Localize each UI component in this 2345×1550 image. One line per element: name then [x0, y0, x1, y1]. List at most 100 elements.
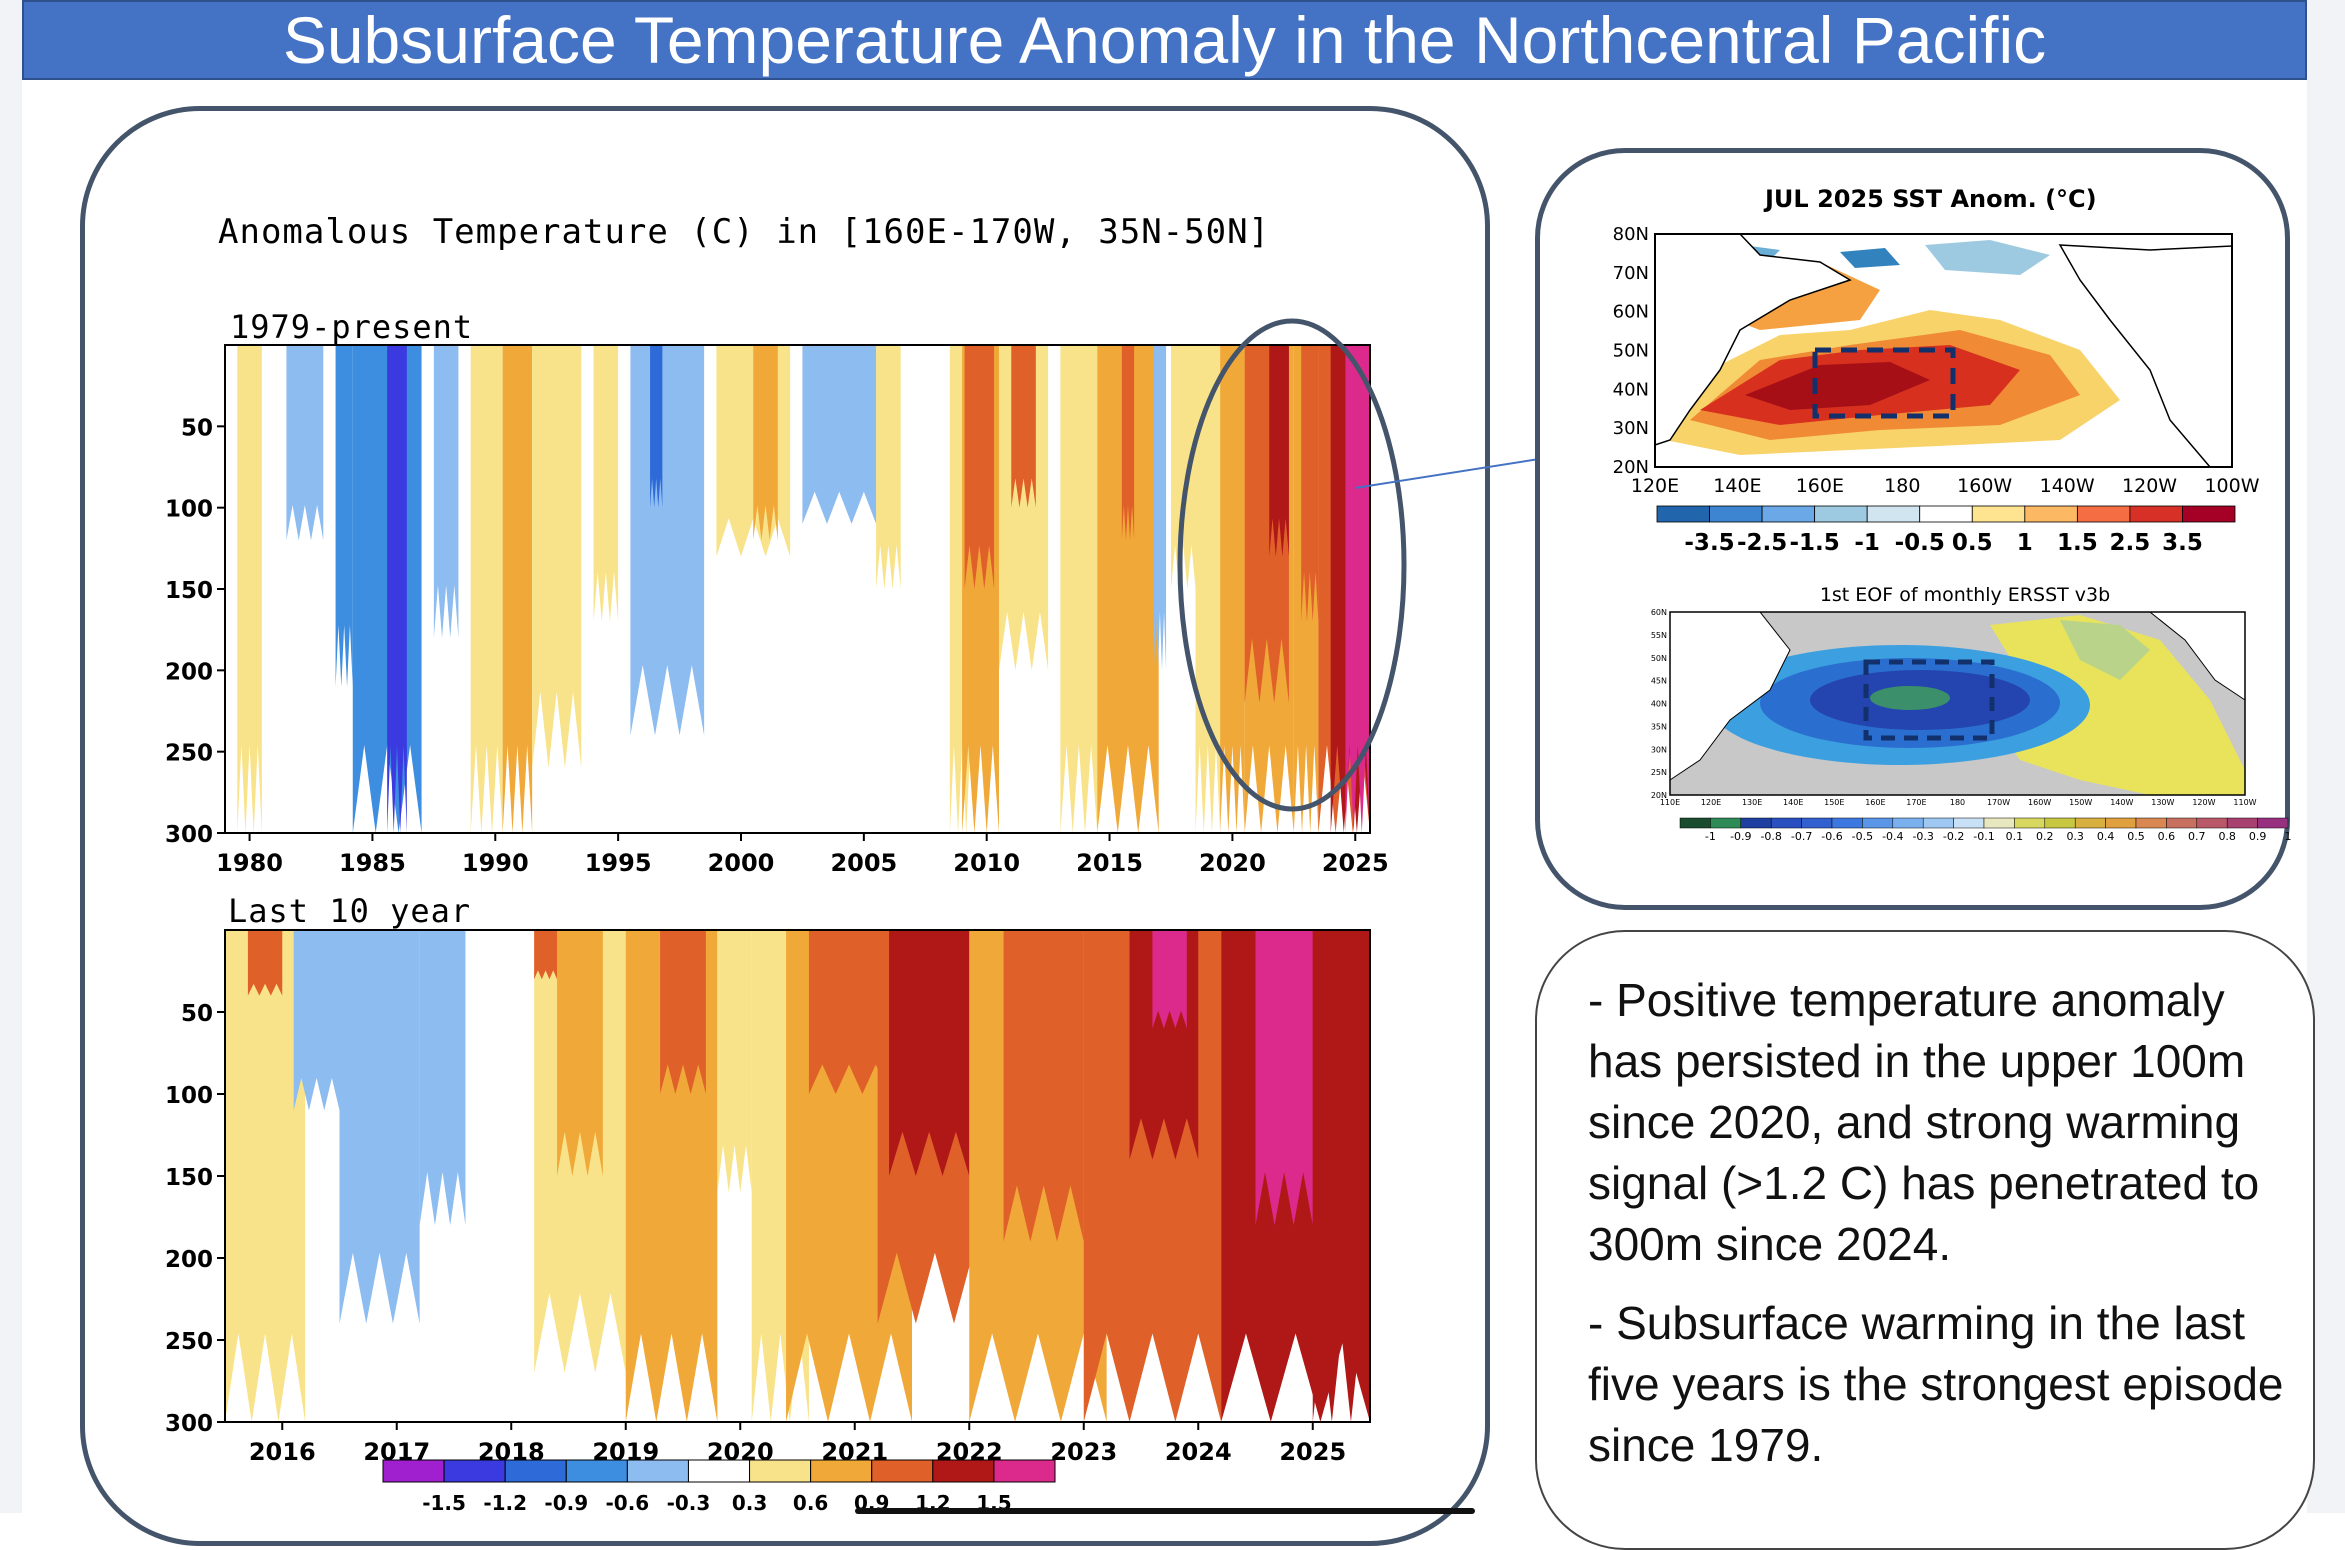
panel-1-episode — [387, 345, 407, 833]
sst-colorbar-label: -1 — [1854, 530, 1880, 556]
eof-colorbar-swatch — [2166, 817, 2198, 829]
panel-1-episode — [1097, 345, 1159, 833]
panel-1-episode — [335, 345, 353, 687]
sst-map-xtick-label: 160E — [1796, 475, 1844, 497]
panel-1-episode — [802, 345, 877, 524]
colorbar-label: -0.3 — [667, 1491, 711, 1513]
panel-1-episode — [630, 345, 705, 736]
sst-colorbar-label: 1 — [2017, 530, 2033, 556]
panel-1-xtick-label: 2020 — [1199, 849, 1266, 877]
eof-colorbar-label: -0.4 — [1882, 830, 1903, 843]
sst-colorbar-label: 3.5 — [2162, 530, 2203, 556]
panel-1-xtick-label: 2025 — [1322, 849, 1389, 877]
sst-colorbar-label: 1.5 — [2057, 530, 2098, 556]
eof-colorbar-swatch — [1953, 817, 1985, 829]
panel-2-episode — [534, 930, 558, 980]
chart-title: Anomalous Temperature (C) in [160E-170W,… — [218, 212, 1271, 252]
panel-2-xtick-label: 2025 — [1279, 1438, 1346, 1466]
eof-colorbar-label: 0.5 — [2127, 830, 2145, 843]
panel-1-label: 1979-present — [230, 308, 474, 346]
panel-2-colorbar: -1.5 -1.2 -0.9 -0.6 -0.3 0.3 0.6 0.9 1.2 1.5 — [382, 1459, 1056, 1513]
panel-2-episode — [557, 930, 603, 1176]
eof-colorbar-swatch — [2135, 817, 2167, 829]
eof-colorbar-swatch — [2226, 817, 2258, 829]
panel-2-episode — [247, 930, 283, 996]
eof-map-xtick-label: 160E — [1865, 798, 1885, 807]
eof-map-xtick-label: 180 — [1950, 798, 1965, 807]
eof-colorbar-label: 0.2 — [2036, 830, 2054, 843]
panel-2-episode — [419, 930, 466, 1226]
panel-2-episode — [225, 930, 306, 1422]
sst-map-xtick-label: 120E — [1631, 475, 1679, 497]
sst-map-xtick-label: 120W — [2122, 475, 2177, 497]
eof-colorbar-swatch — [1983, 817, 2015, 829]
panel-1-ytick-label: 150 — [165, 578, 213, 604]
panel-1-episode — [650, 345, 663, 508]
slide-title: Subsurface Temperature Anomaly in the No… — [22, 0, 2307, 80]
panel-2-ytick-label: 100 — [165, 1083, 213, 1109]
panel-2-episode — [293, 930, 340, 1111]
eof-map-ytick-label: 25N — [1651, 768, 1667, 777]
panel-2-episode — [660, 930, 706, 1094]
panel-2-xtick-label: 2023 — [1050, 1438, 1117, 1466]
eof-map-xtick-label: 150E — [1824, 798, 1844, 807]
eof-colorbar-label: -0.2 — [1943, 830, 1964, 843]
sst-colorbar-label: -3.5 — [1684, 530, 1734, 556]
sst-map-ytick-label: 20N — [1613, 457, 1649, 478]
eof-map-xtick-label: 130W — [2151, 798, 2174, 807]
panel-1-episode — [593, 345, 619, 622]
panel-2-episode — [717, 930, 752, 1193]
eof-positive-region — [1990, 615, 2245, 795]
eof-extreme-core — [1870, 686, 1950, 710]
eof-colorbar-swatch — [1801, 817, 1833, 829]
colorbar-label: -0.9 — [544, 1491, 588, 1513]
panel-1-episode — [1060, 345, 1098, 833]
sst-map-xtick-label: 180 — [1884, 475, 1920, 497]
eof-map-xtick-label: 140W — [2110, 798, 2133, 807]
panel-1-xtick-label: 1995 — [585, 849, 652, 877]
eof-map-ytick-label: 40N — [1651, 700, 1667, 709]
eof-map-ytick-label: 35N — [1651, 722, 1667, 731]
eof-colorbar-label: -0.1 — [1973, 830, 1994, 843]
panel-1-episode — [237, 345, 262, 833]
panel-1-episode — [1170, 345, 1196, 589]
panel-1-xtick-label: 2005 — [830, 849, 897, 877]
eof-colorbar-label: -0.5 — [1852, 830, 1873, 843]
sst-map-ytick-label: 80N — [1613, 224, 1649, 245]
sst-cold-anomaly-region — [1840, 248, 1900, 268]
sst-colorbar-label: 0.5 — [1952, 530, 1993, 556]
sst-colorbar-label: -1.5 — [1789, 530, 1839, 556]
eof-map: 1st EOF of monthly ERSST v3b 110E 120E 130E… — [1651, 584, 2292, 843]
panel-2-episode — [1312, 930, 1370, 1422]
panel-1-xtick-label: 1990 — [462, 849, 529, 877]
notes-frame — [1535, 930, 2315, 1550]
eof-colorbar-label: -0.3 — [1912, 830, 1933, 843]
panel-1-episode — [532, 345, 582, 768]
eof-colorbar-swatch — [1892, 817, 1924, 829]
panel-1-xtick-label: 1980 — [216, 849, 283, 877]
sst-colorbar-swatch — [1866, 505, 1921, 523]
sst-colorbar-label: -2.5 — [1737, 530, 1787, 556]
eof-colorbar-swatch — [2014, 817, 2046, 829]
eof-colorbar-label: 0.9 — [2249, 830, 2267, 843]
eof-colorbar-label: 0.1 — [2006, 830, 2024, 843]
eof-map-border — [1669, 611, 2246, 796]
eof-colorbar-label: -1 — [1705, 830, 1716, 843]
sst-land-asia — [1654, 233, 1852, 447]
eof-land-asia — [1669, 611, 1791, 781]
eof-map-xtick-label: 110W — [2233, 798, 2256, 807]
sst-map-xtick-label: 160W — [1957, 475, 2012, 497]
panel-2-episode — [808, 930, 890, 1094]
sst-colorbar-label: 2.5 — [2110, 530, 2151, 556]
sst-colorbar-swatch — [2129, 505, 2183, 523]
eof-colorbar-swatch — [1862, 817, 1894, 829]
hovmoller-1979-present: 1980 1985 1990 1995 2000 2005 2010 2015 2020 2025… — [165, 318, 1801, 1513]
panel-1-episode — [1301, 345, 1319, 622]
colorbar-label: 0.9 — [854, 1491, 889, 1513]
bottom-divider — [855, 1508, 1475, 1514]
panel-2-ytick-label: 250 — [165, 1329, 213, 1355]
notes-text: - Positive temperature anomaly has persi… — [1588, 970, 2288, 1494]
panel-2-episode — [1255, 930, 1313, 1226]
eof-colorbar-swatch — [2074, 817, 2106, 829]
panel-1-episode — [286, 345, 324, 541]
